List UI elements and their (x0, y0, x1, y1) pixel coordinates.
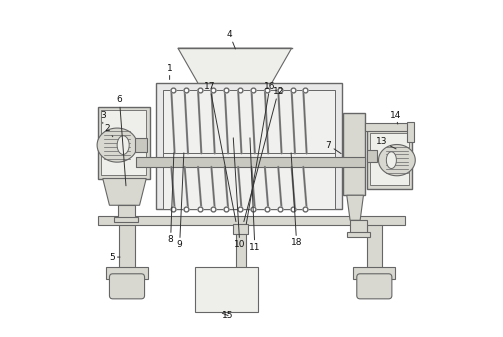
Bar (98, 107, 149, 179)
Text: 9: 9 (177, 153, 184, 249)
Bar (350, 220, 367, 234)
Bar (101, 110, 146, 175)
Bar (344, 113, 365, 195)
Bar (163, 153, 335, 209)
Polygon shape (97, 128, 137, 162)
Bar (354, 267, 395, 279)
Text: 12: 12 (244, 87, 284, 222)
Text: 3: 3 (100, 111, 106, 123)
Text: 2: 2 (104, 124, 113, 137)
Bar (195, 267, 258, 312)
Bar (367, 150, 377, 162)
Bar (367, 224, 382, 269)
Bar (365, 123, 408, 131)
Bar (135, 138, 147, 152)
Bar (156, 83, 342, 209)
Bar (370, 133, 408, 185)
Polygon shape (347, 195, 364, 220)
Bar (367, 130, 412, 189)
Text: 10: 10 (233, 138, 245, 249)
Bar (98, 216, 405, 225)
Bar (163, 90, 335, 153)
Text: 16: 16 (246, 82, 276, 224)
Text: 1: 1 (166, 64, 173, 80)
FancyBboxPatch shape (110, 274, 144, 299)
Text: 15: 15 (222, 311, 234, 320)
Bar (120, 224, 134, 269)
Bar (236, 225, 246, 269)
Bar (106, 267, 148, 279)
Text: 8: 8 (167, 153, 174, 244)
Bar (233, 224, 248, 234)
Polygon shape (386, 152, 396, 168)
Bar (407, 122, 414, 142)
Text: 6: 6 (117, 95, 126, 186)
Text: 7: 7 (325, 141, 341, 154)
Bar (118, 205, 134, 219)
Bar (115, 217, 138, 222)
Polygon shape (178, 48, 292, 83)
Text: 11: 11 (249, 138, 261, 251)
Polygon shape (117, 136, 129, 154)
Text: 18: 18 (291, 153, 302, 247)
Polygon shape (103, 179, 146, 205)
Polygon shape (379, 145, 415, 176)
Text: 17: 17 (204, 82, 236, 222)
Text: 13: 13 (376, 137, 396, 149)
Bar (347, 232, 370, 237)
FancyBboxPatch shape (357, 274, 392, 299)
Text: 5: 5 (109, 252, 120, 262)
Text: 4: 4 (227, 30, 235, 49)
Bar (136, 157, 365, 167)
Text: 14: 14 (389, 111, 401, 124)
